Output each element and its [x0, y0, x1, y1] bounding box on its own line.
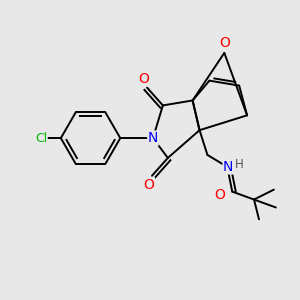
Text: H: H — [235, 158, 244, 171]
Text: O: O — [214, 188, 225, 202]
Text: O: O — [139, 72, 149, 86]
Text: O: O — [144, 178, 154, 192]
Text: O: O — [219, 36, 230, 50]
Text: Cl: Cl — [35, 132, 47, 145]
Text: N: N — [223, 160, 233, 174]
Text: N: N — [148, 131, 158, 145]
